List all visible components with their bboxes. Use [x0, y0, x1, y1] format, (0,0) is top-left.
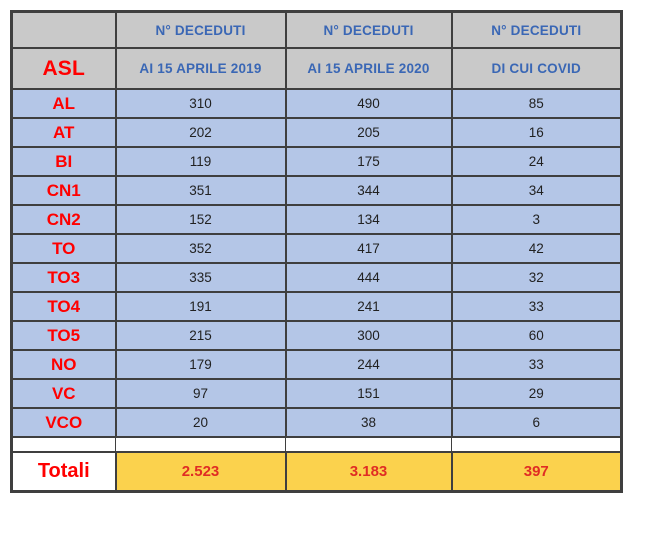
table-row-vc: VC 97 151 29 — [10, 378, 623, 409]
covid-deaths-cell: 33 — [450, 291, 623, 322]
deaths-2019-cell: 202 — [114, 117, 287, 148]
deaths-2020-cell: 205 — [284, 117, 453, 148]
header-aprile-2019-cell: AI 15 APRILE 2019 — [114, 47, 287, 90]
table-row-no: NO 179 244 33 — [10, 349, 623, 380]
deaths-2019-cell: 335 — [114, 262, 287, 293]
deaths-2019-cell: 351 — [114, 175, 287, 206]
table-row-cn1: CN1 351 344 34 — [10, 175, 623, 206]
deaths-2019-cell: 20 — [114, 407, 287, 438]
covid-deaths-cell: 3 — [450, 204, 623, 235]
table-row-to3: TO3 335 444 32 — [10, 262, 623, 293]
table-row-to5: TO5 215 300 60 — [10, 320, 623, 351]
table-row-al: AL 310 490 85 — [10, 88, 623, 119]
deceduti-table: N° DECEDUTI N° DECEDUTI N° DECEDUTI ASL … — [10, 10, 623, 493]
covid-deaths-cell: 85 — [450, 88, 623, 119]
covid-deaths-cell: 60 — [450, 320, 623, 351]
spacer-cell — [285, 436, 452, 453]
totals-row: Totali 2.523 3.183 397 — [10, 451, 623, 493]
table-row-to4: TO4 191 241 33 — [10, 291, 623, 322]
asl-label-cell: AL — [10, 88, 117, 119]
asl-label-cell: VCO — [10, 407, 117, 438]
deaths-2019-cell: 191 — [114, 291, 287, 322]
covid-deaths-cell: 16 — [450, 117, 623, 148]
asl-label-cell: NO — [10, 349, 117, 380]
covid-deaths-cell: 42 — [450, 233, 623, 264]
asl-label-cell: TO3 — [10, 262, 117, 293]
deaths-2019-cell: 215 — [114, 320, 287, 351]
deaths-2020-cell: 300 — [284, 320, 453, 351]
asl-label-cell: TO4 — [10, 291, 117, 322]
header-deceduti-col1: N° DECEDUTI — [114, 10, 287, 49]
spacer-row — [11, 436, 622, 453]
deaths-2020-cell: 244 — [284, 349, 453, 380]
header-di-cui-covid-cell: DI CUI COVID — [450, 47, 623, 90]
asl-label-cell: TO5 — [10, 320, 117, 351]
covid-deaths-cell: 34 — [450, 175, 623, 206]
deaths-2019-cell: 352 — [114, 233, 287, 264]
table-row-to: TO 352 417 42 — [10, 233, 623, 264]
asl-label-cell: BI — [10, 146, 117, 177]
asl-label-cell: CN2 — [10, 204, 117, 235]
deaths-2019-cell: 119 — [114, 146, 287, 177]
deaths-2019-cell: 310 — [114, 88, 287, 119]
deaths-2020-cell: 151 — [284, 378, 453, 409]
asl-label-cell: AT — [10, 117, 117, 148]
table-row-vco: VCO 20 38 6 — [10, 407, 623, 438]
covid-deaths-cell: 6 — [450, 407, 623, 438]
deaths-2020-cell: 417 — [284, 233, 453, 264]
spacer-cell — [115, 436, 286, 453]
covid-deaths-cell: 33 — [450, 349, 623, 380]
header-asl-cell: ASL — [10, 47, 117, 90]
deaths-2020-cell: 344 — [284, 175, 453, 206]
total-2020-cell: 3.183 — [284, 451, 453, 493]
header-deceduti-col2: N° DECEDUTI — [284, 10, 453, 49]
header-row-2: ASL AI 15 APRILE 2019 AI 15 APRILE 2020 … — [10, 47, 623, 90]
deaths-2019-cell: 179 — [114, 349, 287, 380]
asl-label-cell: VC — [10, 378, 117, 409]
table-row-cn2: CN2 152 134 3 — [10, 204, 623, 235]
asl-label-cell: CN1 — [10, 175, 117, 206]
header-aprile-2020-cell: AI 15 APRILE 2020 — [284, 47, 453, 90]
deaths-2020-cell: 241 — [284, 291, 453, 322]
asl-label-cell: TO — [10, 233, 117, 264]
deaths-2020-cell: 490 — [284, 88, 453, 119]
deaths-2020-cell: 38 — [284, 407, 453, 438]
deaths-2020-cell: 444 — [284, 262, 453, 293]
header-empty-cell — [10, 10, 117, 49]
table-row-bi: BI 119 175 24 — [10, 146, 623, 177]
deaths-2020-cell: 134 — [284, 204, 453, 235]
deaths-2019-cell: 152 — [114, 204, 287, 235]
spacer-cell — [451, 436, 622, 453]
table-container: N° DECEDUTI N° DECEDUTI N° DECEDUTI ASL … — [10, 10, 623, 493]
header-deceduti-col3: N° DECEDUTI — [450, 10, 623, 49]
total-2019-cell: 2.523 — [114, 451, 287, 493]
header-row-1: N° DECEDUTI N° DECEDUTI N° DECEDUTI — [10, 10, 623, 49]
covid-deaths-cell: 29 — [450, 378, 623, 409]
deaths-2019-cell: 97 — [114, 378, 287, 409]
spacer-cell — [11, 436, 116, 453]
covid-deaths-cell: 32 — [450, 262, 623, 293]
covid-deaths-cell: 24 — [450, 146, 623, 177]
total-covid-cell: 397 — [450, 451, 623, 493]
totals-label-cell: Totali — [10, 451, 117, 493]
deaths-2020-cell: 175 — [284, 146, 453, 177]
table-row-at: AT 202 205 16 — [10, 117, 623, 148]
